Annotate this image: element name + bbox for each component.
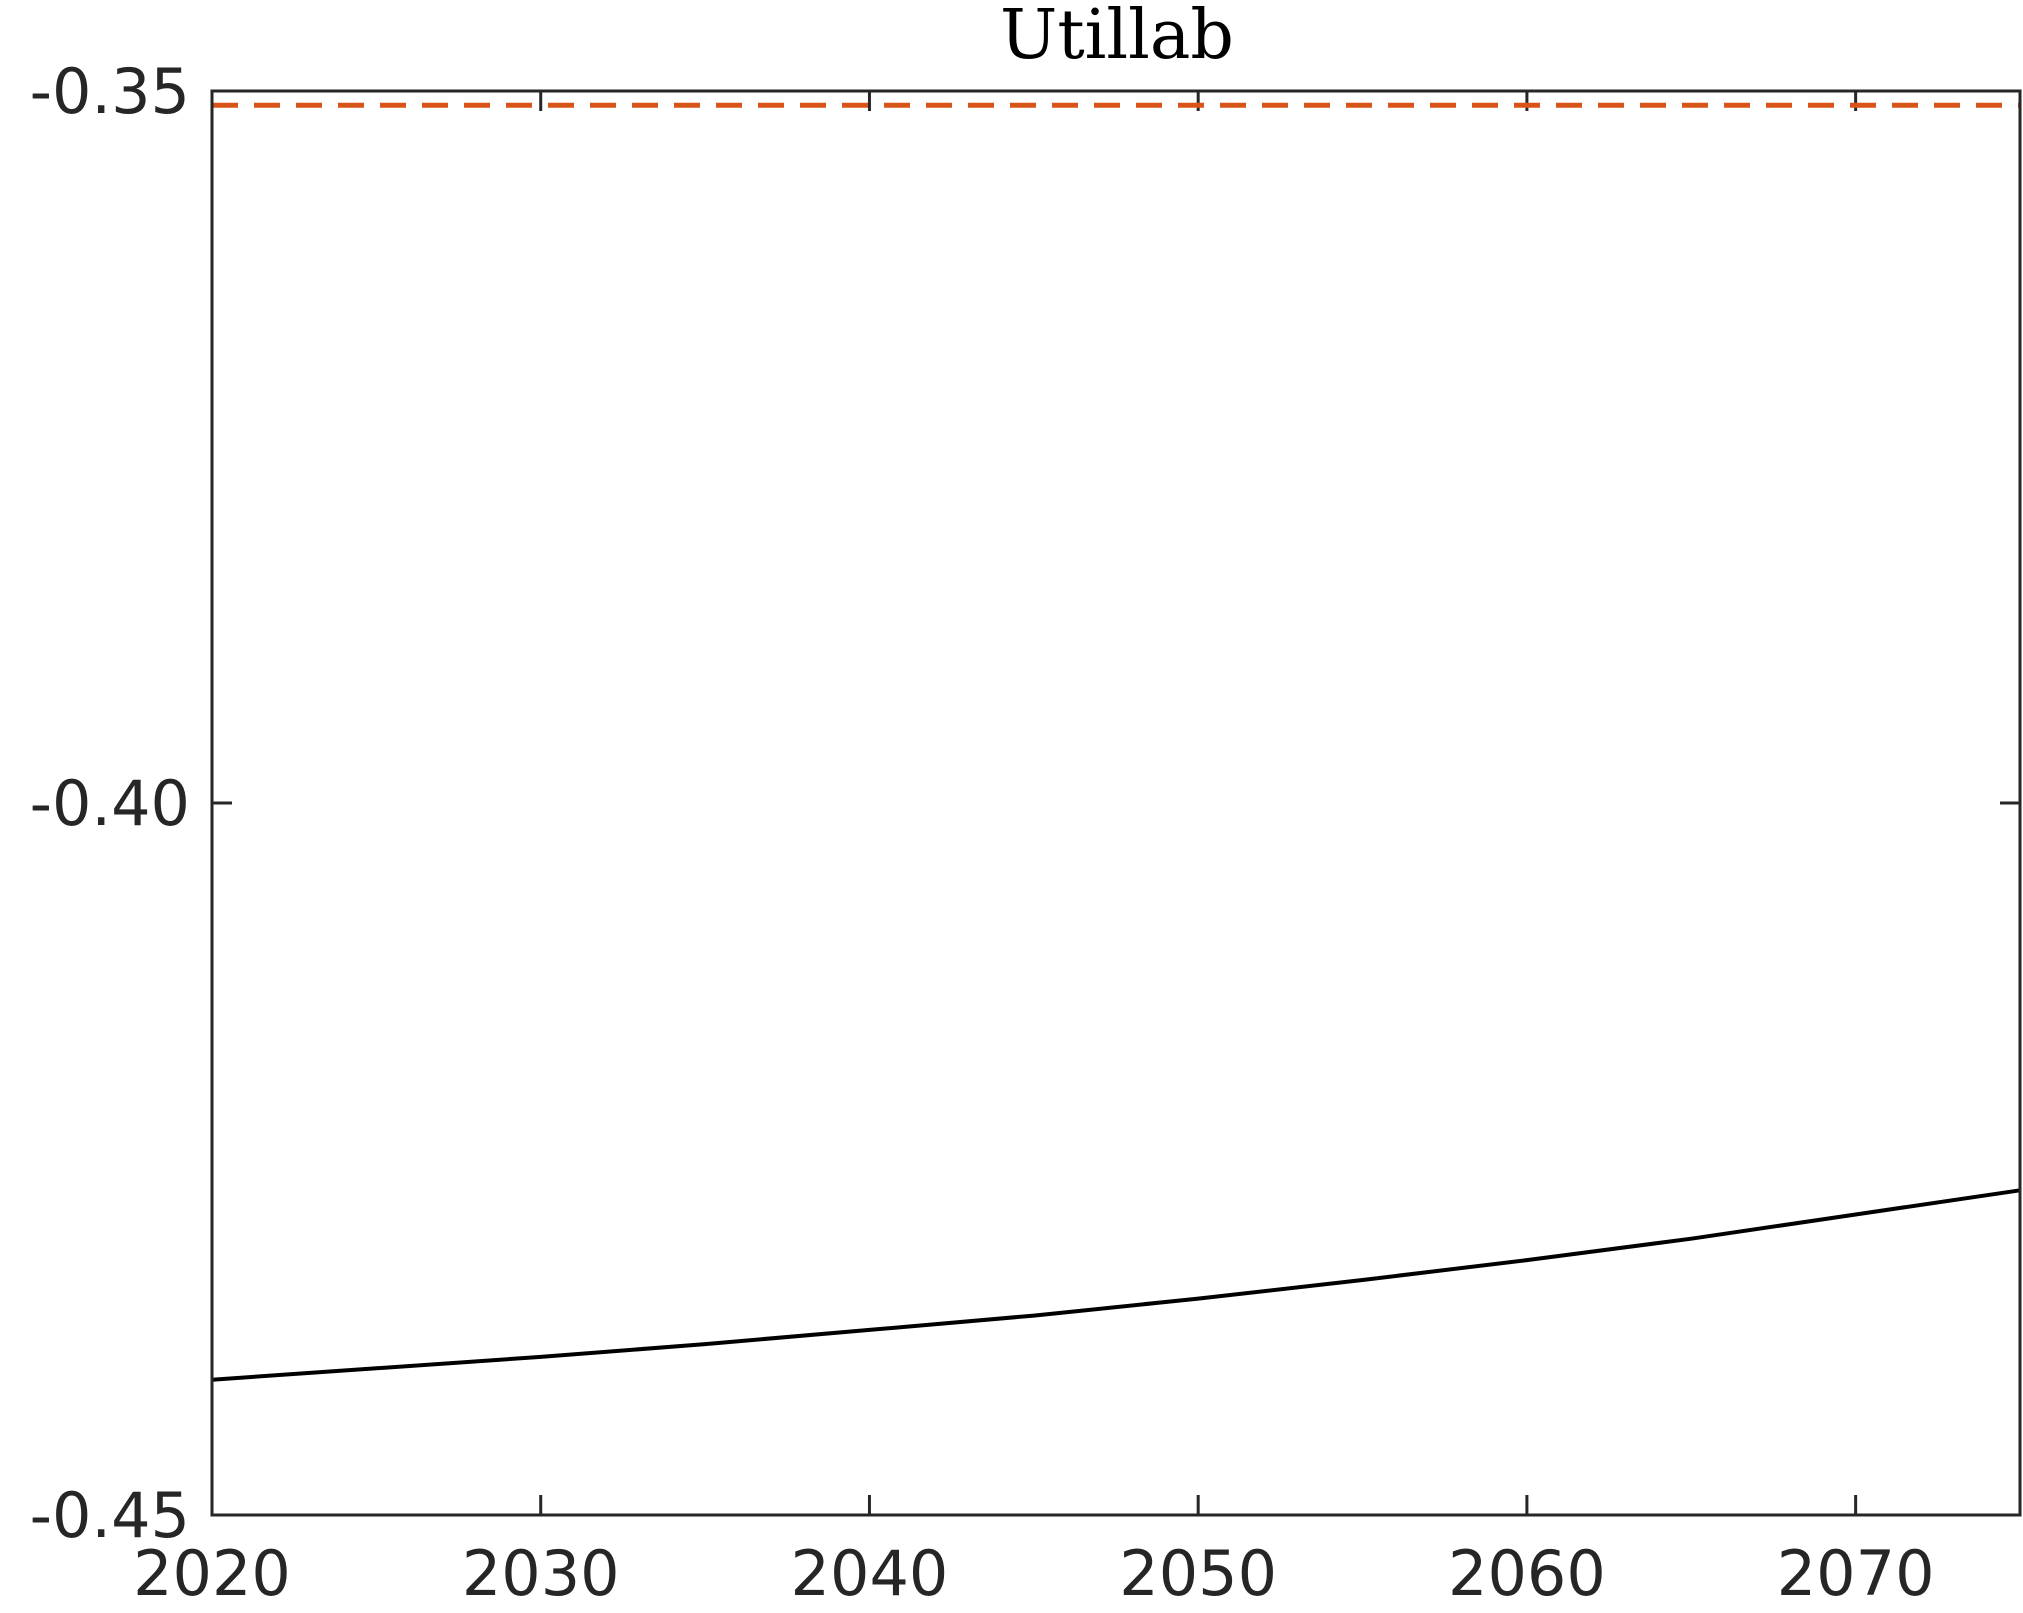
y-tick-label: -0.45 (30, 1479, 190, 1552)
series-line-solid (211, 1188, 2021, 1382)
plot-area (212, 91, 2020, 1515)
x-tick-label: 2030 (462, 1537, 620, 1610)
x-tick-label: 2060 (1448, 1537, 1606, 1610)
plot-frame (210, 89, 2022, 1517)
x-tick-label: 2020 (133, 1537, 291, 1610)
x-tick-label: 2070 (1777, 1537, 1935, 1610)
x-tick-label: 2040 (791, 1537, 949, 1610)
chart-title: Utillab (1000, 0, 1234, 75)
series-layer (211, 102, 2021, 1382)
y-tick-label: -0.40 (30, 767, 190, 840)
y-tick-label: -0.35 (30, 55, 190, 128)
x-tick-label: 2050 (1119, 1537, 1277, 1610)
tick-labels: 2020 2030 2040 2050 2060 2070 -0.35 -0.40 -0.45 (30, 55, 1935, 1610)
